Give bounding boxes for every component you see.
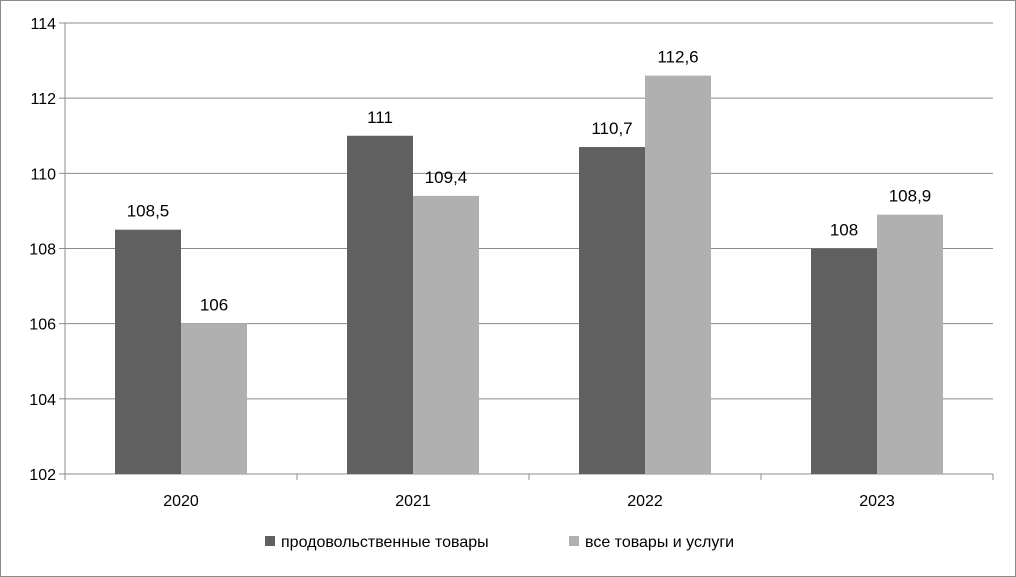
x-tick-label: 2022 [627, 493, 663, 510]
legend-label: все товары и услуги [585, 534, 734, 551]
data-label: 108,5 [127, 202, 170, 221]
bar [579, 147, 645, 474]
y-tick-label: 102 [29, 467, 56, 484]
data-label: 108,9 [889, 187, 932, 206]
x-tick-label: 2021 [395, 493, 431, 510]
legend-swatch [265, 536, 275, 546]
data-label: 109,4 [425, 168, 468, 187]
y-tick-label: 106 [29, 317, 56, 334]
y-tick-label: 110 [30, 166, 56, 183]
data-label: 108 [830, 221, 858, 240]
legend-swatch [569, 536, 579, 546]
x-tick-label: 2020 [163, 493, 199, 510]
y-tick-label: 104 [29, 392, 56, 409]
y-tick-label: 108 [29, 242, 56, 259]
x-tick-label: 2023 [859, 493, 895, 510]
data-label: 111 [367, 108, 393, 127]
data-label: 106 [200, 296, 228, 315]
data-label: 110,7 [591, 119, 632, 138]
bar [811, 248, 877, 474]
bar [347, 135, 413, 474]
bar [645, 75, 711, 474]
y-tick-label: 114 [30, 16, 56, 33]
bar [413, 195, 479, 474]
legend-label: продовольственные товары [281, 534, 489, 551]
bar [877, 214, 943, 475]
y-tick-label: 112 [30, 91, 56, 108]
data-label: 112,6 [657, 48, 698, 67]
bar [181, 323, 247, 474]
bar [115, 229, 181, 474]
